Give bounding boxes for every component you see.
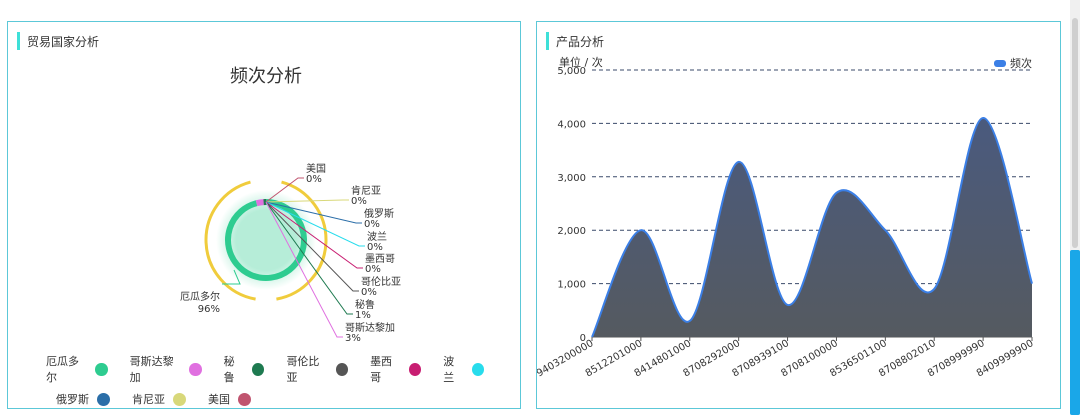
- legend-item[interactable]: 秘鲁: [224, 353, 265, 385]
- legend-item-label: 波兰: [443, 353, 464, 385]
- legend-item[interactable]: 波兰: [443, 353, 484, 385]
- legend-row: 俄罗斯 肯尼亚 美国: [46, 390, 506, 408]
- legend-dot: [173, 393, 186, 406]
- pie-slice: [257, 202, 264, 203]
- legend-item-label: 墨西哥: [370, 353, 401, 385]
- scrollbar-thumb[interactable]: [1070, 250, 1080, 415]
- y-tick-label: 4,000: [557, 119, 586, 130]
- y-tick-label: 2,000: [557, 226, 586, 237]
- legend-item[interactable]: 厄瓜多尔: [46, 353, 108, 385]
- legend-item-label: 厄瓜多尔: [46, 353, 87, 385]
- pie-slice-percent: 0%: [367, 242, 383, 253]
- pie-slice-percent: 0%: [351, 196, 367, 207]
- pie-slice-percent: 0%: [306, 174, 322, 185]
- legend-item-label: 俄罗斯: [56, 391, 89, 407]
- pie-slice-percent: 0%: [364, 219, 380, 230]
- pie-chart-title: 频次分析: [230, 66, 302, 87]
- scrollbar-track-upper: [1072, 18, 1078, 248]
- y-tick-label: 1,000: [557, 280, 586, 291]
- legend-item[interactable]: 俄罗斯: [56, 391, 110, 407]
- legend-item[interactable]: 哥伦比亚: [286, 353, 348, 385]
- y-tick-label: 5,000: [557, 66, 586, 77]
- legend-dot: [238, 393, 251, 406]
- legend-dot: [252, 363, 264, 376]
- legend-item[interactable]: 美国: [208, 391, 251, 407]
- legend-row: 厄瓜多尔哥斯达黎加秘鲁哥伦比亚墨西哥波兰: [46, 360, 506, 378]
- legend-dot: [97, 393, 110, 406]
- legend-item-label: 哥伦比亚: [286, 353, 327, 385]
- legend-dot: [95, 363, 107, 376]
- legend-dot: [409, 363, 421, 376]
- pie-slice-percent: 0%: [361, 287, 377, 298]
- legend-dot: [472, 363, 484, 376]
- page-scrollbar[interactable]: [1070, 0, 1080, 415]
- product-area-chart: 单位 / 次01,0002,0003,0004,0005,00094032000…: [537, 22, 1062, 410]
- legend-item[interactable]: 墨西哥: [370, 353, 421, 385]
- pie-slice-percent: 96%: [198, 304, 220, 315]
- legend-dot: [336, 363, 348, 376]
- pie-slice-percent: 0%: [365, 264, 381, 275]
- pie-slice-label: 厄瓜多尔: [180, 290, 220, 303]
- legend-item-label: 肯尼亚: [132, 391, 165, 407]
- y-tick-label: 3,000: [557, 173, 586, 184]
- pie-legend: 厄瓜多尔哥斯达黎加秘鲁哥伦比亚墨西哥波兰俄罗斯 肯尼亚 美国: [46, 360, 506, 420]
- legend-item-label: 美国: [208, 391, 230, 407]
- legend-item[interactable]: 肯尼亚: [132, 391, 186, 407]
- pie-slice-percent: 3%: [345, 333, 361, 344]
- pie-slice-percent: 1%: [355, 310, 371, 321]
- legend-item-label: 秘鲁: [224, 353, 245, 385]
- area-fill: [592, 118, 1032, 337]
- legend-item[interactable]: 哥斯达黎加: [130, 353, 202, 385]
- legend-dot: [189, 363, 201, 376]
- legend-item-label: 哥斯达黎加: [130, 353, 182, 385]
